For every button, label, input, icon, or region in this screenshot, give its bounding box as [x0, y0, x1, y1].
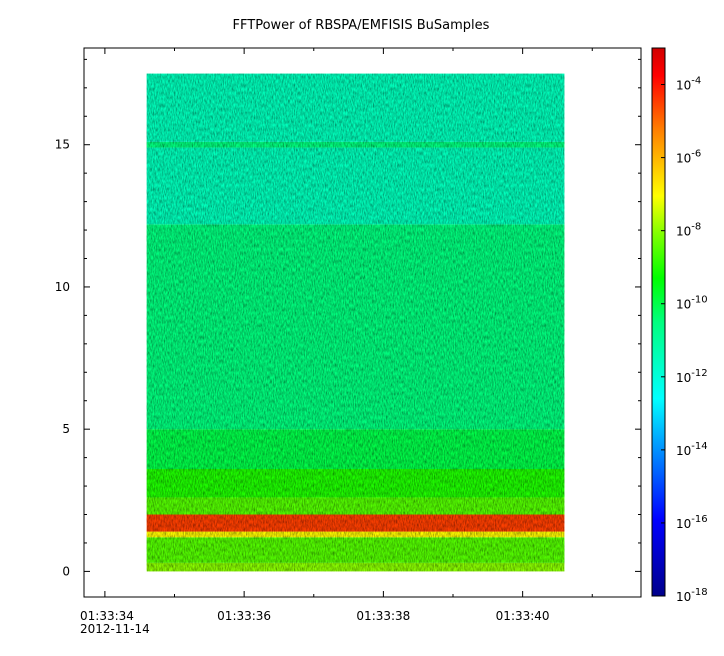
y-axis: 0 5 10 15: [55, 58, 641, 578]
colorbar-tick-label: 10-18: [676, 587, 708, 604]
spectral-band-5: [146, 468, 565, 498]
colorbar-tick-label: 10-14: [676, 441, 708, 458]
spectral-band-6: [146, 429, 565, 469]
colorbar-tick-label: 10-16: [676, 514, 708, 531]
colorbar-tick-label: 10-12: [676, 368, 708, 385]
x-tick-label: 01:33:34: [80, 609, 134, 623]
spectral-band-0: [146, 562, 565, 572]
y-tick-label: 5: [62, 422, 70, 436]
colorbar-axis: 10-4 10-6 10-8 10-10 10-12 10-14 10-16 10-18: [661, 76, 708, 604]
spectral-band-7: [146, 224, 565, 430]
spectral-band-1: [146, 537, 565, 563]
spectral-band-2: [146, 531, 565, 538]
colorbar-tick-label: 10-4: [676, 76, 701, 93]
spectral-band-3: [146, 514, 565, 532]
colorbar-tick-label: 10-6: [676, 149, 701, 166]
spectral-band-9: [146, 141, 565, 148]
colorbar-tick-label: 10-8: [676, 222, 701, 239]
y-tick-label: 15: [55, 138, 70, 152]
y-tick-label: 0: [62, 564, 70, 578]
colorbar-tick-label: 10-10: [676, 295, 708, 312]
spectrogram-image: [146, 73, 565, 572]
colorbar: [651, 47, 666, 597]
chart-title: FFTPower of RBSPA/EMFISIS BuSamples: [233, 18, 490, 33]
x-tick-label: 01:33:38: [356, 609, 410, 623]
spectral-band-4: [146, 497, 565, 515]
x-axis: 01:33:34 01:33:36 01:33:38 01:33:40: [80, 48, 593, 623]
x-tick-label: 01:33:36: [217, 609, 271, 623]
x-tick-label: 01:33:40: [496, 609, 550, 623]
x-axis-date-label: 2012-11-14: [80, 622, 150, 636]
spectral-band-10: [146, 73, 565, 142]
y-tick-label: 10: [55, 280, 70, 294]
spectral-band-8: [146, 147, 565, 225]
